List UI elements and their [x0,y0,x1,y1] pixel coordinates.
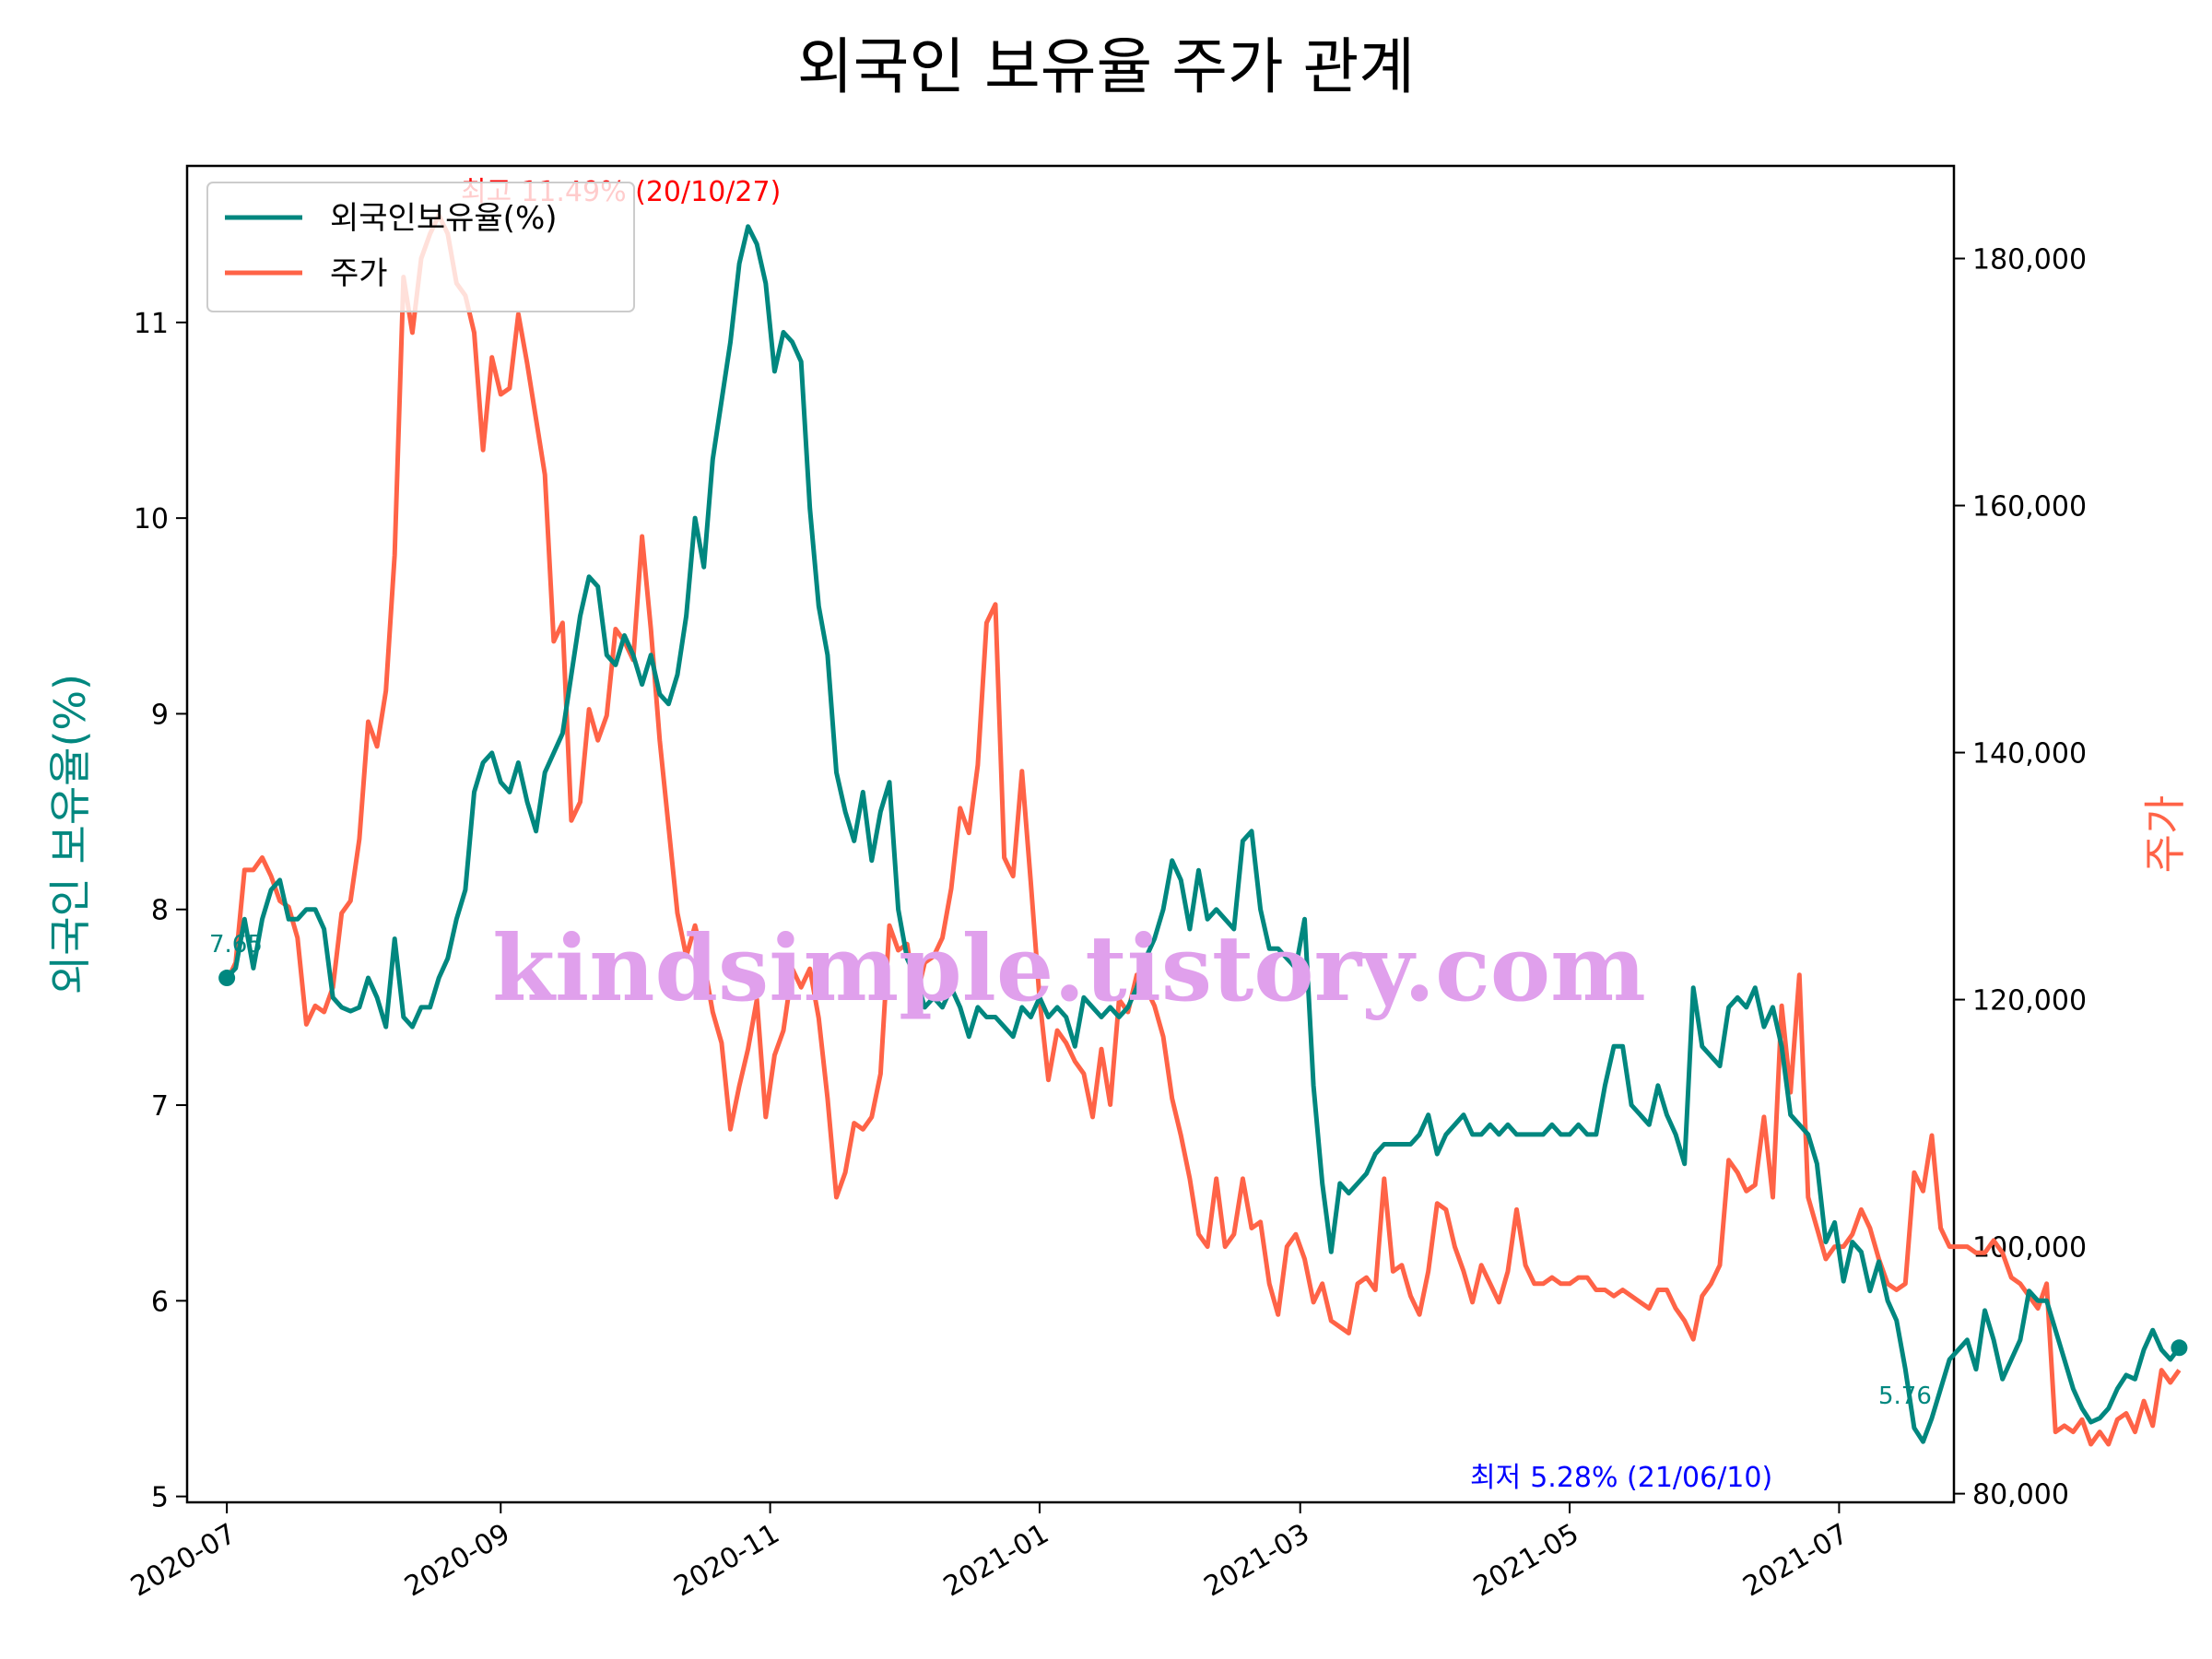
series-line-price [224,213,2182,1447]
legend: 외국인보유율(%) 주가 [206,182,635,312]
y2-tick-label: 120,000 [1972,985,2087,1018]
series-line-ownership [225,224,2182,1444]
y-tick-label: 5 [151,1482,169,1514]
y-tick-label: 6 [151,1286,169,1318]
start-value-label: 7.65 [209,931,263,959]
y-tick-label: 9 [151,699,169,731]
legend-box [206,182,635,312]
y-axis-left-label: 외국인 보유율(%) [45,674,95,994]
end-point-marker [2171,1339,2188,1357]
min-annotation: 최저 5.28% (21/06/10) [1470,1462,1772,1494]
y-tick-label: 10 [134,503,169,535]
y2-tick-label: 160,000 [1972,491,2087,524]
min-annotation-label: 최저 [1470,1462,1521,1494]
legend-label-price: 주가 [330,255,388,292]
y2-tick-label: 100,000 [1972,1232,2087,1265]
y2-tick-label: 140,000 [1972,738,2087,771]
y-axis-left: 5 6 7 8 9 10 11 [134,308,187,1514]
y2-tick-label: 80,000 [1972,1479,2069,1512]
start-point-marker [218,970,236,987]
legend-label-ownership: 외국인보유율(%) [330,200,558,237]
min-annotation-text: 5.28% (21/06/10) [1530,1462,1772,1494]
watermark-text: kindsimple.tistory.com [492,916,1646,1022]
y-axis-right: 80,000 100,000 120,000 140,000 160,000 180,00… [1954,244,2087,1512]
y-tick-label: 7 [151,1090,169,1123]
y-tick-label: 8 [151,895,169,927]
y2-tick-label: 180,000 [1972,244,2087,276]
end-value-label: 5.76 [1878,1382,1932,1410]
y-axis-right-label: 주가 [2140,795,2190,874]
chart-title: 외국인 보유율 주가 관계 [797,31,1415,102]
plot-area [185,164,1956,1504]
y-tick-label: 11 [134,308,169,340]
